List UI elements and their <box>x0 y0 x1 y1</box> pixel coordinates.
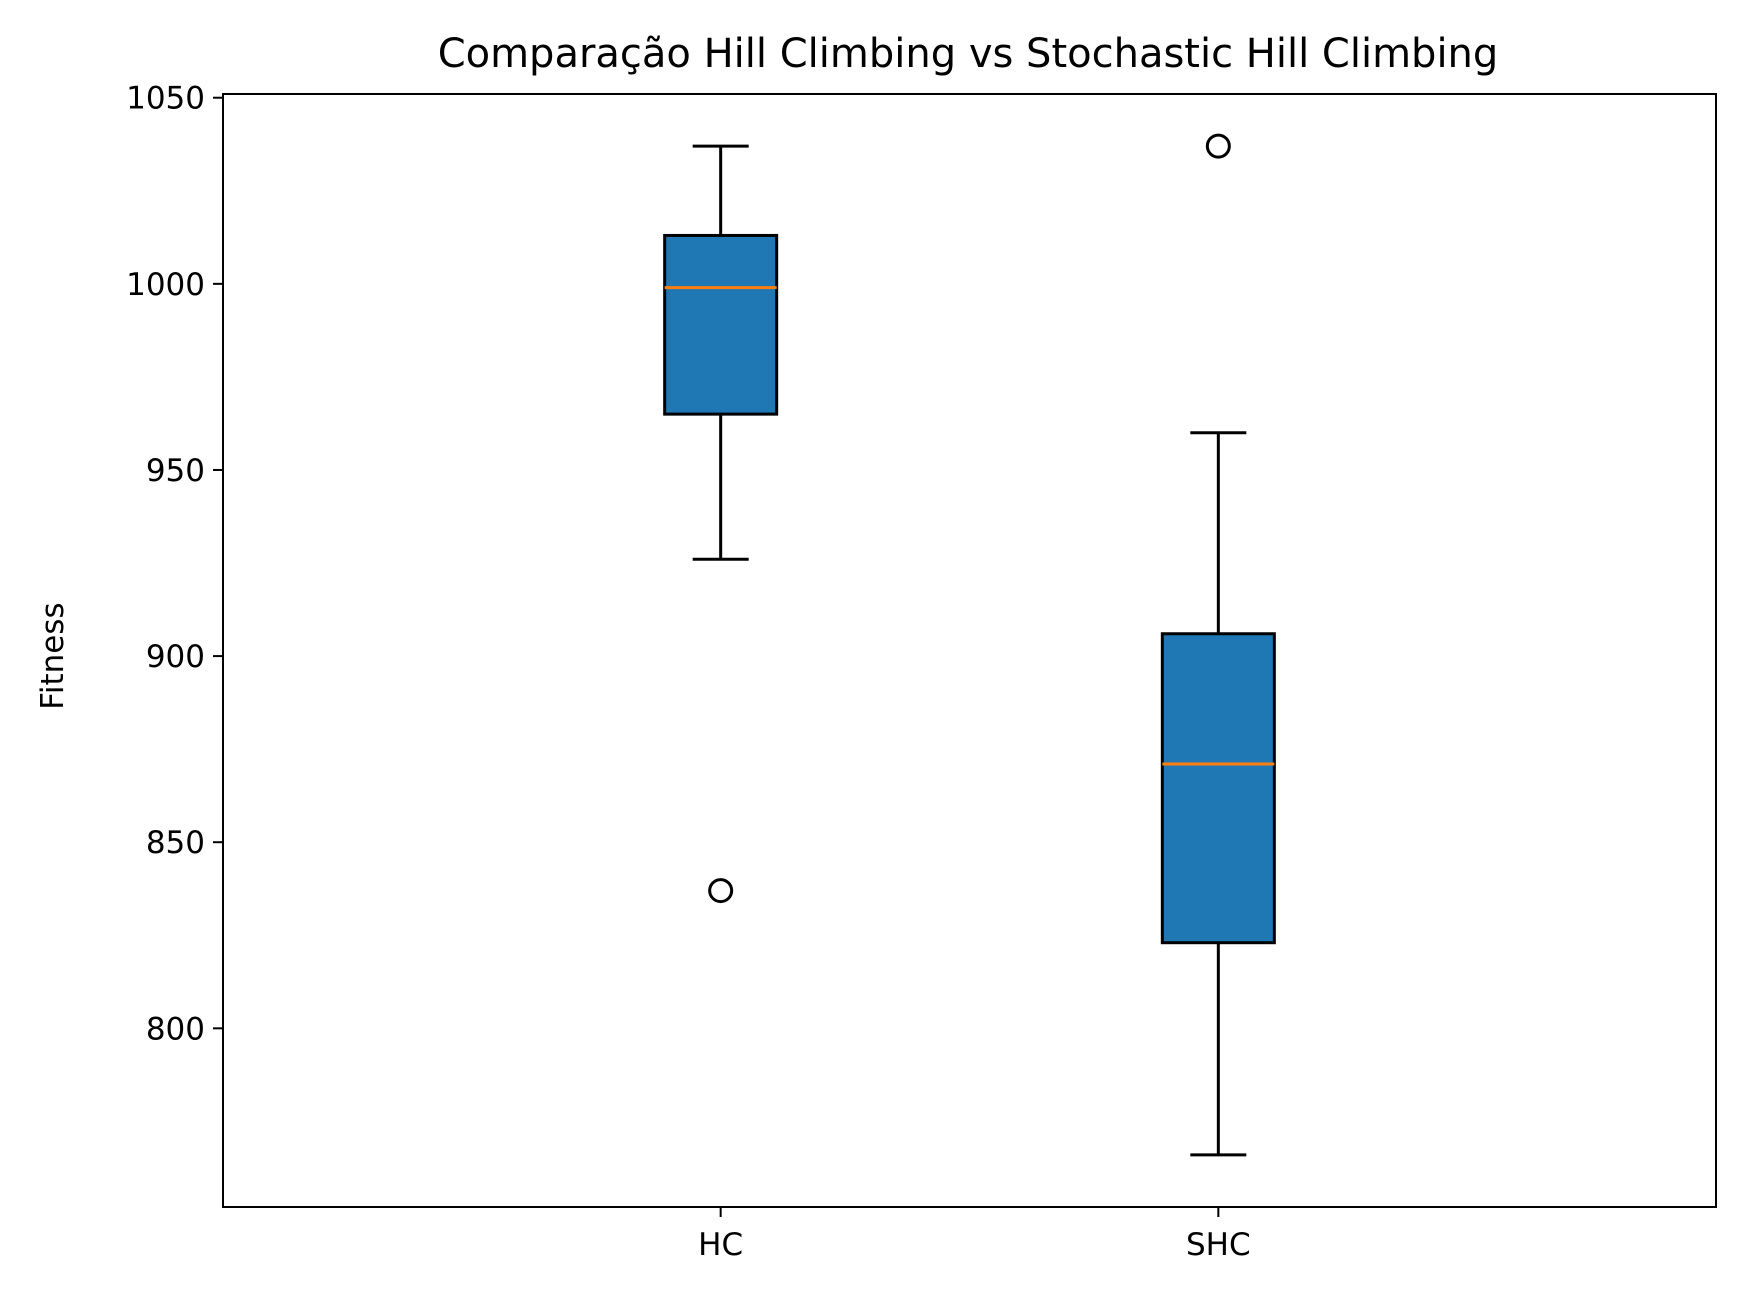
y-tick-label: 900 <box>146 639 205 675</box>
chart-title: Comparação Hill Climbing vs Stochastic H… <box>438 31 1499 77</box>
x-tick-label: SHC <box>1186 1227 1251 1263</box>
y-tick-label: 850 <box>146 825 205 861</box>
box-hc <box>663 233 779 416</box>
y-axis-label: Fitness <box>35 602 71 709</box>
outlier-point-shc <box>1205 133 1231 159</box>
y-tick-label: 1050 <box>126 81 205 117</box>
plot-area: 800 850 900 950 1000 1050 HC SHC <box>126 81 1717 1263</box>
outlier-point-hc <box>708 878 734 904</box>
y-tick-label: 950 <box>146 453 205 489</box>
x-tick-label: HC <box>698 1227 743 1263</box>
y-tick-label: 800 <box>146 1011 205 1047</box>
axes-frame <box>222 93 1717 1208</box>
box-shc <box>1160 632 1276 945</box>
y-tick-label: 1000 <box>126 267 205 303</box>
